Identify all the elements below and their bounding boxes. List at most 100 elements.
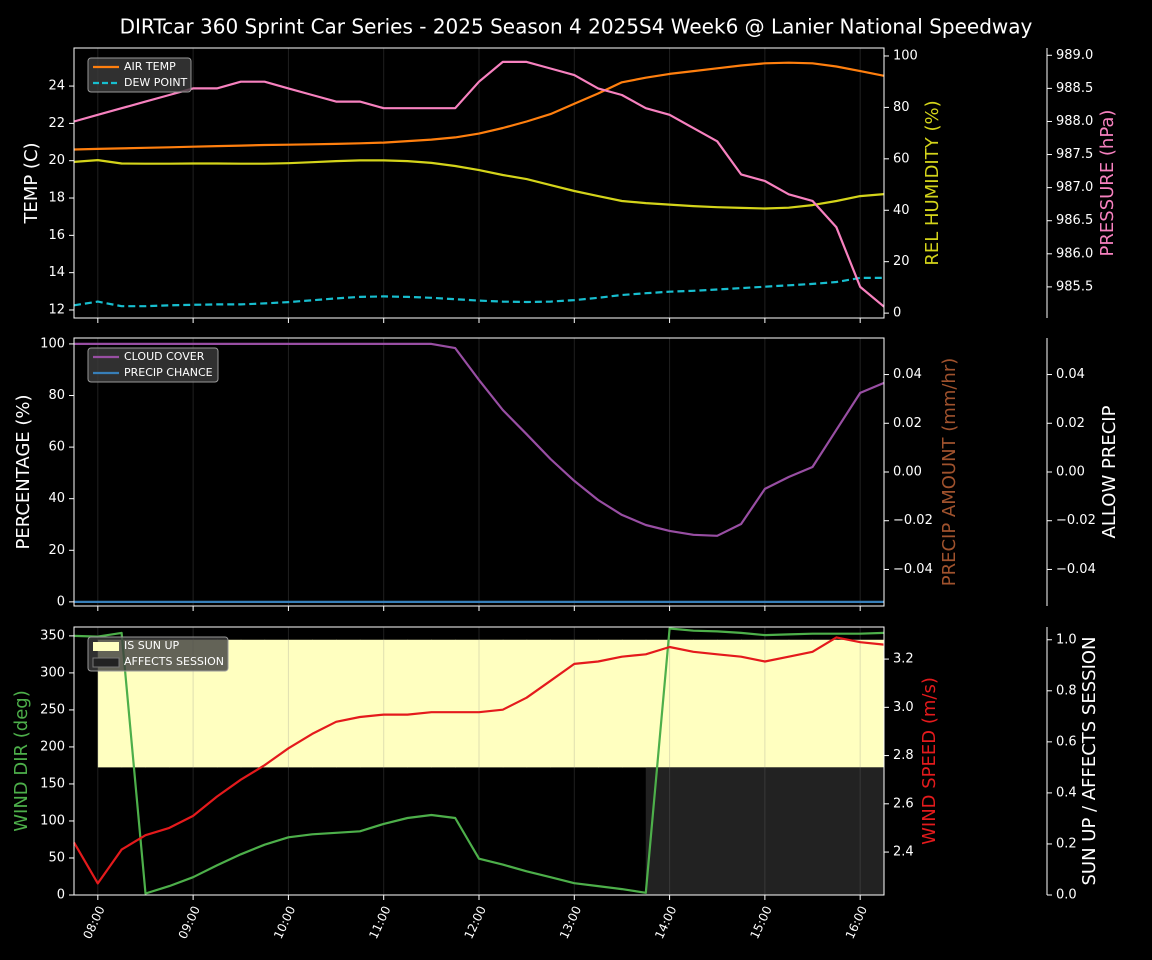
y2-tick-label: 2.8 (893, 748, 914, 763)
area-segment (693, 639, 718, 768)
y-tick-label: 24 (48, 79, 65, 94)
y3-tick-label: 989.0 (1056, 48, 1093, 63)
y-tick-label: 16 (48, 228, 65, 243)
y3-tick-label: 0.4 (1056, 785, 1077, 800)
y3-tick-label: 988.0 (1056, 114, 1093, 129)
area-segment (764, 767, 790, 895)
y-tick-label: 18 (48, 191, 65, 206)
y-axis-label: WIND DIR (deg) (11, 690, 32, 832)
y2-tick-label: 3.0 (893, 700, 914, 715)
y2-tick-label: 0.00 (893, 465, 922, 480)
area-segment (860, 639, 885, 768)
plot-frame (73, 47, 885, 319)
legend-swatch (92, 657, 120, 668)
y-tick-label: 100 (40, 813, 65, 828)
y3-axis-label: SUN UP / AFFECTS SESSION (1079, 636, 1100, 885)
y-tick-label: 20 (48, 153, 65, 168)
area-segment (526, 639, 551, 768)
y2-tick-label: −0.02 (893, 513, 933, 528)
legend-label: PRECIP CHANCE (124, 366, 213, 379)
y2-tick-label: 100 (893, 48, 918, 63)
y2-axis-label: PRECIP AMOUNT (mm/hr) (939, 358, 960, 587)
area-segment (788, 767, 814, 895)
y2-tick-label: 2.6 (893, 796, 914, 811)
y2-tick-label: 0.02 (893, 416, 922, 431)
y-tick-label: 40 (48, 491, 65, 506)
y2-axis-label: REL HUMIDITY (%) (922, 100, 943, 265)
y-tick-label: 60 (48, 440, 65, 455)
area-segment (550, 639, 575, 768)
series-line (73, 61, 885, 151)
y3-tick-label: 0.04 (1056, 367, 1085, 382)
y2-tick-label: 3.2 (893, 652, 914, 667)
y-tick-label: 20 (48, 543, 65, 558)
series-line (73, 159, 885, 210)
area-segment (669, 767, 694, 895)
y2-tick-label: 40 (893, 203, 910, 218)
y3-tick-label: 986.5 (1056, 213, 1093, 228)
y3-tick-label: −0.02 (1056, 513, 1096, 528)
legend-box (87, 347, 219, 383)
area-segment (336, 639, 361, 768)
y2-tick-label: 80 (893, 100, 910, 115)
area-segment (812, 639, 837, 768)
area-segment (312, 639, 337, 768)
legend-label: AIR TEMP (124, 60, 176, 73)
y-tick-label: 14 (48, 265, 65, 280)
area-segment (836, 767, 861, 895)
y-tick-label: 250 (40, 702, 65, 717)
area-segment (860, 767, 885, 895)
y2-tick-label: 20 (893, 254, 910, 269)
area-segment (645, 767, 671, 895)
area-segment (288, 639, 313, 768)
y2-tick-label: 0 (893, 306, 901, 321)
area-segment (836, 639, 861, 768)
y3-tick-label: −0.04 (1056, 562, 1096, 577)
area-segment (455, 639, 480, 768)
y-tick-label: 300 (40, 665, 65, 680)
y3-tick-label: 985.5 (1056, 279, 1093, 294)
legend-label: IS SUN UP (124, 639, 180, 652)
y3-tick-label: 986.0 (1056, 246, 1093, 261)
area-segment (717, 767, 742, 895)
y3-tick-label: 987.5 (1056, 147, 1093, 162)
legend-label: CLOUD COVER (124, 350, 205, 363)
legend-box (87, 636, 229, 672)
y3-tick-label: 987.0 (1056, 180, 1093, 195)
legend-label: DEW POINT (124, 76, 188, 89)
area-segment (264, 639, 289, 768)
y-tick-label: 0 (57, 888, 65, 903)
y2-tick-label: −0.04 (893, 562, 933, 577)
y3-tick-label: 0.6 (1056, 734, 1077, 749)
y-tick-label: 100 (40, 336, 65, 351)
y-tick-label: 50 (48, 850, 65, 865)
area-segment (359, 639, 385, 768)
series-line (73, 276, 884, 308)
area-segment (407, 639, 432, 768)
y3-tick-label: 988.5 (1056, 81, 1093, 96)
series-line (73, 60, 885, 308)
area-segment (812, 767, 837, 895)
y-tick-label: 150 (40, 776, 65, 791)
area-segment (621, 639, 647, 768)
area-segment (574, 639, 599, 768)
y3-tick-label: 0.02 (1056, 416, 1085, 431)
plot-frame (73, 626, 885, 896)
y3-axis-label: PRESSURE (hPa) (1097, 110, 1118, 257)
area-segment (240, 639, 266, 768)
chart-title: DIRTcar 360 Sprint Car Series - 2025 Sea… (120, 15, 1033, 39)
y3-tick-label: 0.00 (1056, 465, 1085, 480)
area-segment (431, 639, 456, 768)
y-tick-label: 200 (40, 739, 65, 754)
area-segment (383, 639, 409, 768)
area-segment (479, 639, 504, 768)
area-segment (717, 639, 742, 768)
y2-tick-label: 60 (893, 151, 910, 166)
area-segment (693, 767, 718, 895)
legend-label: AFFECTS SESSION (124, 655, 224, 668)
y-tick-label: 22 (48, 116, 65, 131)
y-axis-label: TEMP (C) (21, 142, 42, 224)
y3-tick-label: 1.0 (1056, 632, 1077, 647)
